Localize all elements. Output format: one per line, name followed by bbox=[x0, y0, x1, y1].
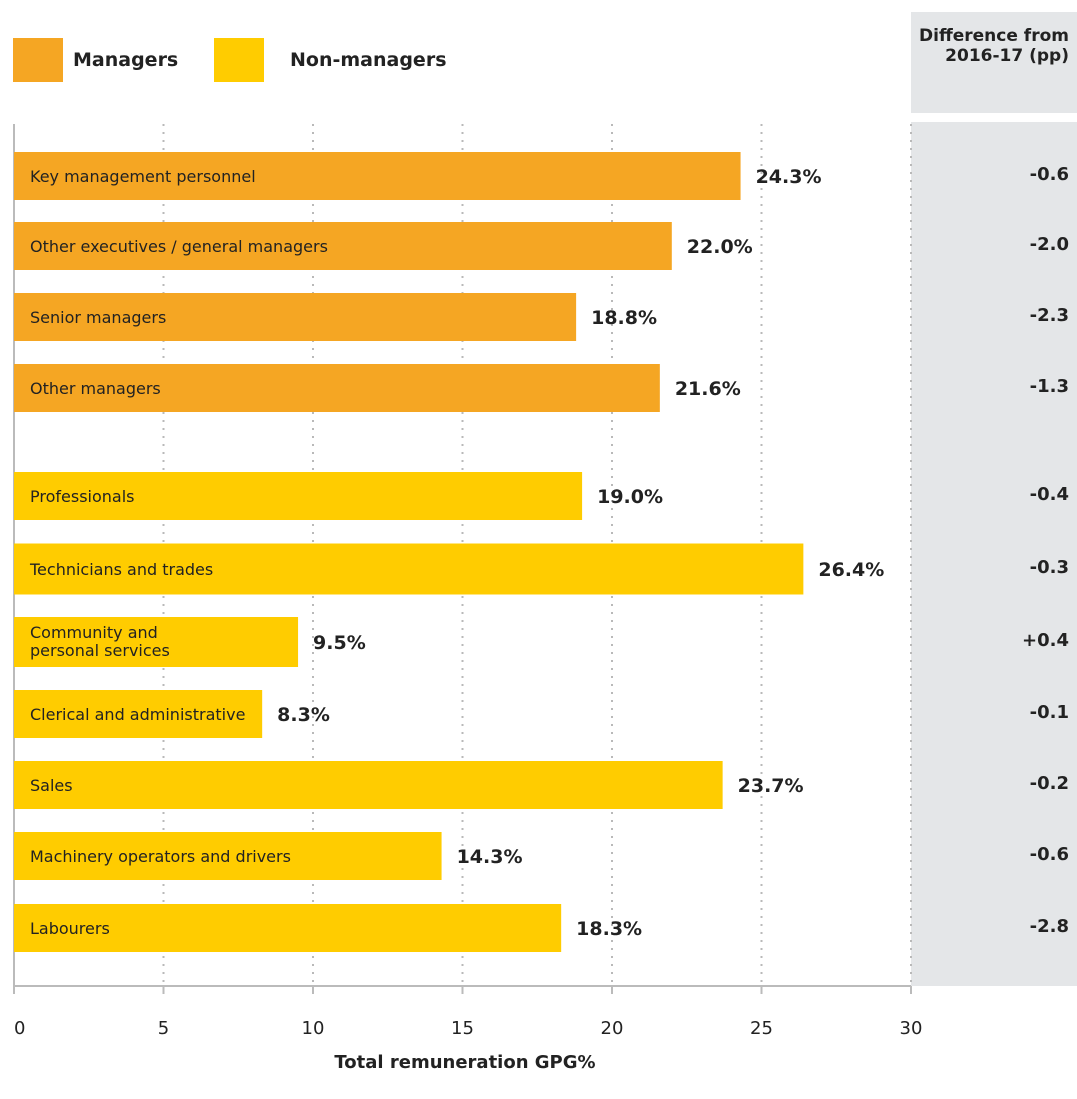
bar-category-label: Sales bbox=[30, 776, 73, 795]
bar-value-label: 18.3% bbox=[576, 918, 642, 940]
x-axis-title: Total remuneration GPG% bbox=[334, 1052, 596, 1073]
difference-header-background bbox=[911, 12, 1077, 113]
bar-4 bbox=[14, 364, 660, 412]
bar-value-label: 21.6% bbox=[675, 378, 741, 400]
x-tick-label: 20 bbox=[601, 1018, 624, 1039]
difference-value: -0.2 bbox=[1029, 773, 1069, 794]
bar-category-label: Other managers bbox=[30, 379, 161, 398]
difference-value: +0.4 bbox=[1022, 630, 1069, 651]
bar-category-label: Clerical and administrative bbox=[30, 705, 245, 724]
chart-legend: Managers Non-managers bbox=[0, 0, 900, 120]
bar-category-label: Technicians and trades bbox=[29, 560, 213, 579]
bar-value-label: 18.8% bbox=[591, 307, 657, 329]
difference-value: -0.1 bbox=[1029, 702, 1069, 723]
bar-value-label: 14.3% bbox=[457, 846, 523, 868]
difference-value: -1.3 bbox=[1029, 376, 1069, 397]
legend-swatch-non-managers bbox=[214, 38, 264, 82]
bar-value-label: 26.4% bbox=[818, 559, 884, 581]
bar-6 bbox=[14, 543, 804, 595]
bar-category-label: Key management personnel bbox=[30, 167, 256, 186]
difference-value: -0.6 bbox=[1029, 844, 1069, 865]
bar-value-label: 22.0% bbox=[687, 236, 753, 258]
bar-value-label: 19.0% bbox=[597, 486, 663, 508]
x-tick-label: 0 bbox=[14, 1018, 25, 1039]
x-tick-label: 10 bbox=[302, 1018, 325, 1039]
bar-category-label: Senior managers bbox=[30, 308, 166, 327]
legend-swatch-managers bbox=[13, 38, 63, 82]
legend-label-non-managers: Non-managers bbox=[290, 49, 447, 71]
bar-category-label: Community and personal services bbox=[30, 623, 170, 660]
difference-panel: Difference from 2016-17 (pp) -0.6 -2.0 -2.… bbox=[911, 0, 1077, 986]
difference-column-background bbox=[911, 122, 1077, 986]
difference-column-header: Difference from 2016-17 (pp) bbox=[919, 26, 1069, 66]
bar-1 bbox=[14, 152, 741, 200]
x-tick-label: 25 bbox=[750, 1018, 773, 1039]
bar-value-label: 23.7% bbox=[738, 775, 804, 797]
bar-category-label: Professionals bbox=[30, 487, 135, 506]
bar-category-label: Labourers bbox=[30, 919, 110, 938]
bar-category-label: Other executives / general managers bbox=[30, 237, 328, 256]
bar-2 bbox=[14, 222, 672, 270]
bar-value-label: 9.5% bbox=[313, 632, 366, 654]
bar-9 bbox=[14, 761, 723, 809]
difference-value: -0.4 bbox=[1029, 484, 1069, 505]
bar-10 bbox=[14, 832, 442, 880]
bar-3 bbox=[14, 293, 577, 341]
difference-value: -0.3 bbox=[1029, 557, 1069, 578]
difference-value: -0.6 bbox=[1029, 164, 1069, 185]
bar-11 bbox=[14, 904, 562, 952]
difference-value: -2.8 bbox=[1029, 916, 1069, 937]
bar-category-label: Machinery operators and drivers bbox=[30, 847, 291, 866]
legend-label-managers: Managers bbox=[73, 49, 179, 71]
x-tick-label: 5 bbox=[158, 1018, 169, 1039]
x-tick-label: 15 bbox=[451, 1018, 474, 1039]
bar-value-label: 24.3% bbox=[756, 166, 822, 188]
bar-5 bbox=[14, 472, 583, 520]
difference-value: -2.0 bbox=[1029, 234, 1069, 255]
x-tick-label: 30 bbox=[900, 1018, 923, 1039]
bar-8 bbox=[14, 690, 263, 738]
bar-value-label: 8.3% bbox=[277, 704, 330, 726]
bar-7 bbox=[14, 617, 299, 667]
difference-value: -2.3 bbox=[1029, 305, 1069, 326]
